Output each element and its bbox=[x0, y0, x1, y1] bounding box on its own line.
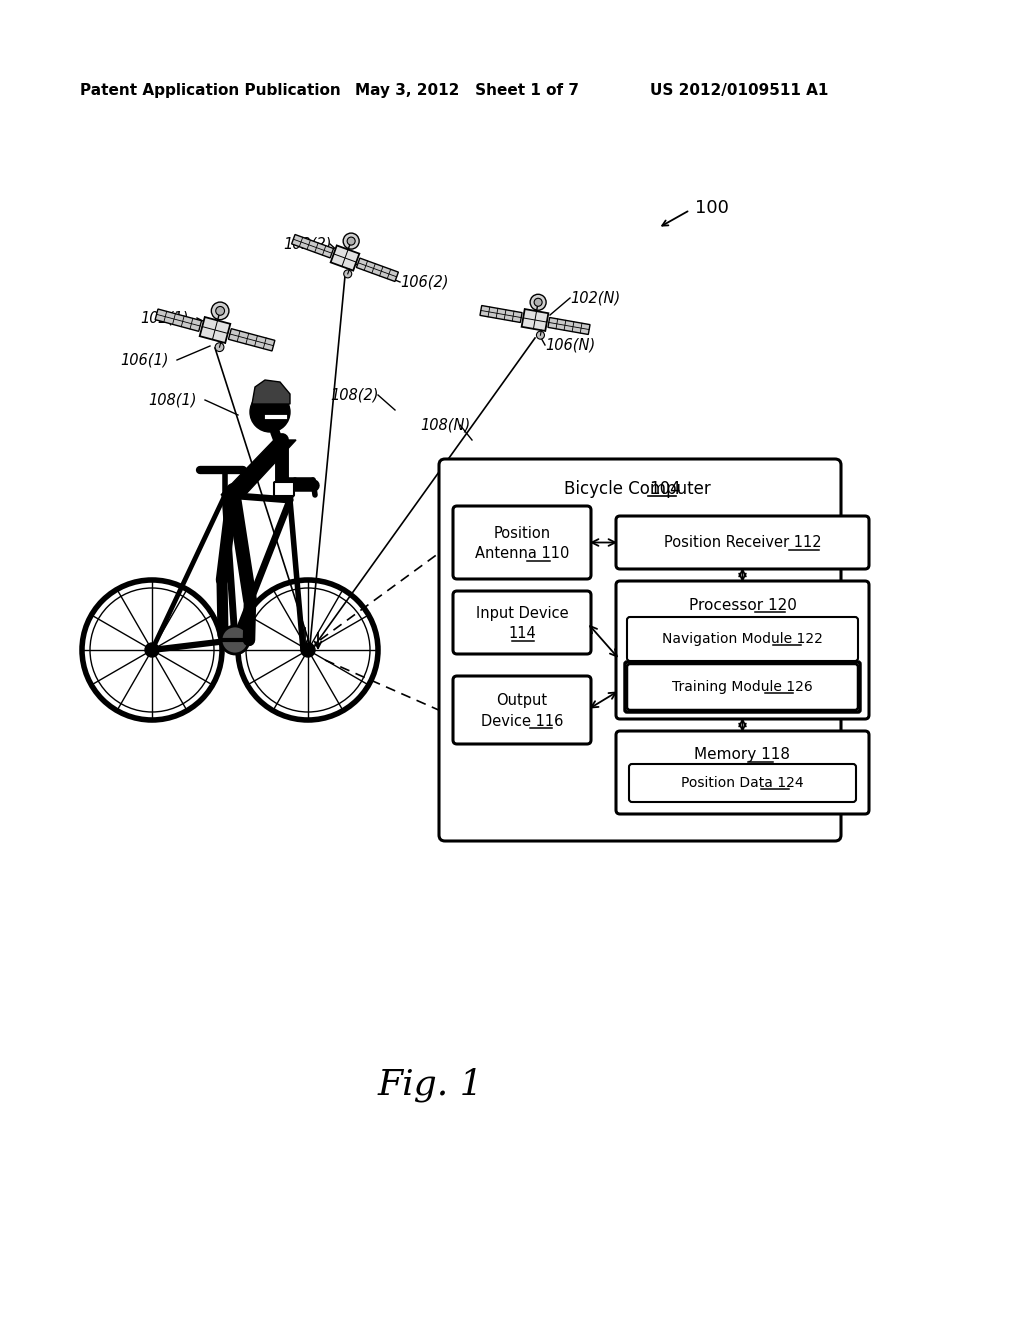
Polygon shape bbox=[252, 380, 290, 404]
Circle shape bbox=[215, 343, 224, 351]
Circle shape bbox=[537, 331, 545, 339]
Circle shape bbox=[530, 294, 546, 310]
Polygon shape bbox=[156, 309, 202, 331]
Text: May 3, 2012   Sheet 1 of 7: May 3, 2012 Sheet 1 of 7 bbox=[355, 82, 579, 98]
Polygon shape bbox=[228, 329, 274, 351]
Text: Position Receiver 112: Position Receiver 112 bbox=[664, 535, 821, 550]
Text: Fig. 1: Fig. 1 bbox=[377, 1068, 483, 1102]
Circle shape bbox=[344, 269, 351, 279]
Circle shape bbox=[250, 392, 290, 432]
Circle shape bbox=[301, 643, 315, 657]
Text: 106(N): 106(N) bbox=[545, 338, 595, 352]
Polygon shape bbox=[331, 246, 359, 271]
Text: Position: Position bbox=[494, 525, 551, 541]
Text: 102(N): 102(N) bbox=[570, 290, 621, 305]
Text: Output: Output bbox=[497, 693, 548, 709]
FancyBboxPatch shape bbox=[627, 664, 858, 710]
Text: 106(2): 106(2) bbox=[400, 275, 449, 289]
Polygon shape bbox=[221, 440, 296, 495]
Polygon shape bbox=[521, 309, 549, 331]
Text: Processor 120: Processor 120 bbox=[688, 598, 797, 612]
Polygon shape bbox=[292, 235, 334, 257]
Circle shape bbox=[145, 643, 159, 657]
Text: 114: 114 bbox=[508, 626, 536, 642]
FancyBboxPatch shape bbox=[274, 482, 294, 496]
Text: Bicycle Computer: Bicycle Computer bbox=[564, 480, 716, 498]
Text: 104: 104 bbox=[649, 480, 681, 498]
Text: Input Device: Input Device bbox=[476, 606, 568, 620]
Text: 108(2): 108(2) bbox=[330, 388, 379, 403]
Text: Device 116: Device 116 bbox=[481, 714, 563, 729]
FancyBboxPatch shape bbox=[439, 459, 841, 841]
Circle shape bbox=[347, 238, 355, 246]
FancyBboxPatch shape bbox=[616, 581, 869, 719]
FancyBboxPatch shape bbox=[616, 516, 869, 569]
Text: Position Data 124: Position Data 124 bbox=[681, 776, 804, 789]
Text: 108(N): 108(N) bbox=[420, 417, 470, 433]
FancyBboxPatch shape bbox=[629, 764, 856, 803]
Polygon shape bbox=[548, 318, 590, 334]
Polygon shape bbox=[480, 305, 522, 322]
Text: Training Module 126: Training Module 126 bbox=[672, 680, 813, 694]
Text: Memory 118: Memory 118 bbox=[694, 747, 791, 763]
Polygon shape bbox=[200, 317, 230, 343]
Circle shape bbox=[343, 234, 359, 249]
FancyBboxPatch shape bbox=[453, 506, 591, 579]
Text: 108(1): 108(1) bbox=[148, 392, 197, 408]
Text: Antenna 110: Antenna 110 bbox=[475, 546, 569, 561]
Circle shape bbox=[221, 626, 249, 653]
Text: 106(1): 106(1) bbox=[120, 352, 169, 367]
FancyBboxPatch shape bbox=[453, 591, 591, 653]
FancyBboxPatch shape bbox=[625, 663, 860, 711]
Circle shape bbox=[216, 306, 224, 315]
Text: 100: 100 bbox=[695, 199, 729, 216]
Text: 102(2): 102(2) bbox=[283, 236, 332, 252]
Circle shape bbox=[211, 302, 229, 319]
Circle shape bbox=[535, 298, 542, 306]
Text: US 2012/0109511 A1: US 2012/0109511 A1 bbox=[650, 82, 828, 98]
Text: Navigation Module 122: Navigation Module 122 bbox=[663, 632, 823, 645]
Text: Patent Application Publication: Patent Application Publication bbox=[80, 82, 341, 98]
Text: 102(1): 102(1) bbox=[140, 310, 188, 326]
FancyBboxPatch shape bbox=[453, 676, 591, 744]
FancyBboxPatch shape bbox=[627, 616, 858, 661]
FancyBboxPatch shape bbox=[616, 731, 869, 814]
Polygon shape bbox=[356, 259, 398, 281]
